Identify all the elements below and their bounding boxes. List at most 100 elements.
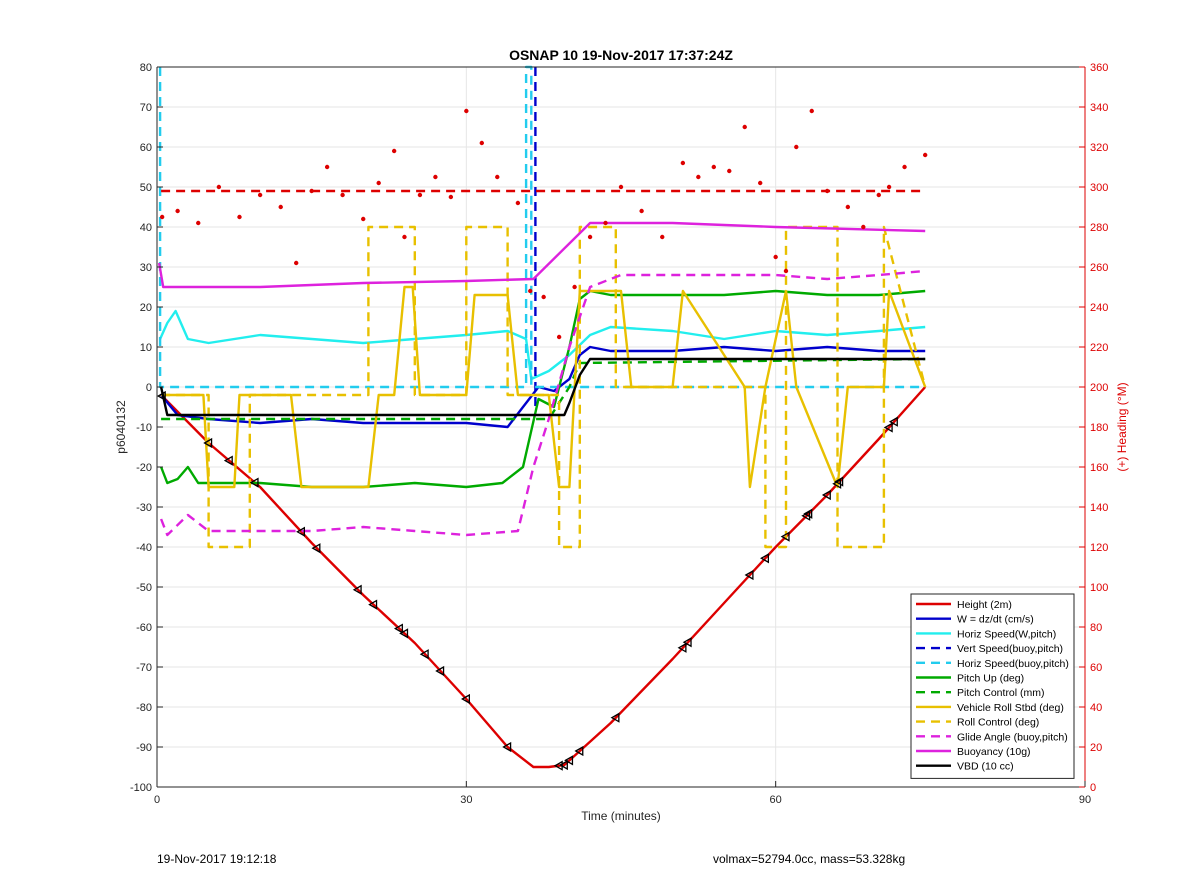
height-marker [677,642,687,653]
y2-tick-label: 360 [1090,62,1108,74]
heading-point [433,174,438,180]
height-marker [821,489,831,501]
heading-point [417,192,423,198]
y2-tick-label: 60 [1090,662,1102,674]
height-marker [888,416,898,427]
heading-point [376,180,381,186]
y-tick-label: -100 [130,782,152,794]
heading-point [660,234,665,240]
heading-point [402,234,407,240]
y2-tick-label: 160 [1090,462,1108,474]
height-marker [574,745,584,757]
height-marker [249,477,259,488]
y2-tick-label: 140 [1090,502,1108,514]
height-marker [682,637,692,648]
y2-tick-label: 100 [1090,582,1108,594]
y2-tick-label: 280 [1090,222,1108,234]
series-line-1 [160,345,926,429]
y-tick-label: 20 [140,302,152,314]
y2-tick-label: 260 [1090,262,1108,274]
height-marker [834,476,844,487]
heading-point [639,208,644,214]
heading-point [556,334,562,340]
height-marker [203,437,213,449]
y-tick-label: 30 [140,262,152,274]
height-marker [311,543,321,554]
heading-point [541,294,546,300]
series-line-5 [159,289,926,489]
heading-point [159,214,165,220]
heading-point [742,124,747,130]
heading-point [922,152,928,158]
height-marker [744,569,754,581]
heading-point [696,174,701,180]
y-tick-label: -40 [136,542,152,554]
series-line-11 [159,357,926,417]
legend-label: Horiz Speed(W,pitch) [957,628,1056,640]
y2-tick-label: 20 [1090,742,1102,754]
y-tick-label: -20 [136,462,152,474]
y2-tick-label: 320 [1090,142,1108,154]
x-tick-label: 60 [770,794,782,806]
legend-label: Pitch Up (deg) [957,673,1024,685]
height-marker [368,599,378,610]
y-tick-label: -10 [136,422,152,434]
heading-point [464,108,469,114]
y-tick-label: 40 [140,222,152,234]
heading-point [680,160,686,166]
y-tick-label: -50 [136,582,152,594]
heading-point [528,288,533,294]
series-line-7 [161,285,927,489]
chart-title: OSNAP 10 19-Nov-2017 17:37:24Z [509,47,733,63]
y2-tick-label: 120 [1090,542,1108,554]
y-tick-label: 10 [140,342,152,354]
y-tick-label: 70 [140,102,152,114]
height-marker [883,422,893,433]
heading-point [340,192,345,198]
legend-label: Height (2m) [957,599,1012,611]
heading-point [727,168,732,174]
height-marker [156,390,166,402]
heading-point [448,194,454,200]
heading-point [237,214,242,220]
y2-tick-label: 80 [1090,622,1102,634]
height-marker [435,665,445,677]
heading-point [618,184,624,190]
heading-point [515,200,521,206]
height-marker [461,693,470,705]
y2-tick-label: 340 [1090,102,1108,114]
y-tick-label: -80 [136,702,152,714]
y2-tick-label: 40 [1090,702,1102,714]
height-marker [564,755,574,766]
legend-label: Pitch Control (mm) [957,687,1045,699]
height-marker [803,508,813,519]
height-marker [399,628,409,639]
heading-point [711,164,716,170]
legend-label: Vehicle Roll Stbd (deg) [957,702,1064,714]
heading-point [294,260,299,266]
legend-label: Glide Angle (buoy,pitch) [957,731,1068,743]
x-tick-label: 30 [460,794,472,806]
height-marker [394,623,403,634]
heading-point [495,174,500,180]
height-marker [780,531,790,542]
heading-point [216,184,222,190]
y2-tick-label: 220 [1090,342,1108,354]
y2-tick-label: 200 [1090,382,1108,394]
heading-point [886,184,892,190]
heading-point [175,208,180,214]
y-tick-label: 80 [140,62,152,74]
y-tick-label: 60 [140,142,152,154]
series-line-6 [161,357,926,421]
series-line-2 [159,309,926,381]
height-marker [296,526,306,537]
x-tick-label: 0 [154,794,160,806]
x-tick-label: 90 [1079,794,1091,806]
y2-tick-label: 0 [1090,782,1096,794]
legend-label: Roll Control (deg) [957,717,1039,729]
y-tick-label: 0 [146,382,152,394]
y2-axis-label: (+) Heading (°M) [1115,382,1129,471]
legend-box [910,593,1075,779]
heading-point [861,224,866,230]
